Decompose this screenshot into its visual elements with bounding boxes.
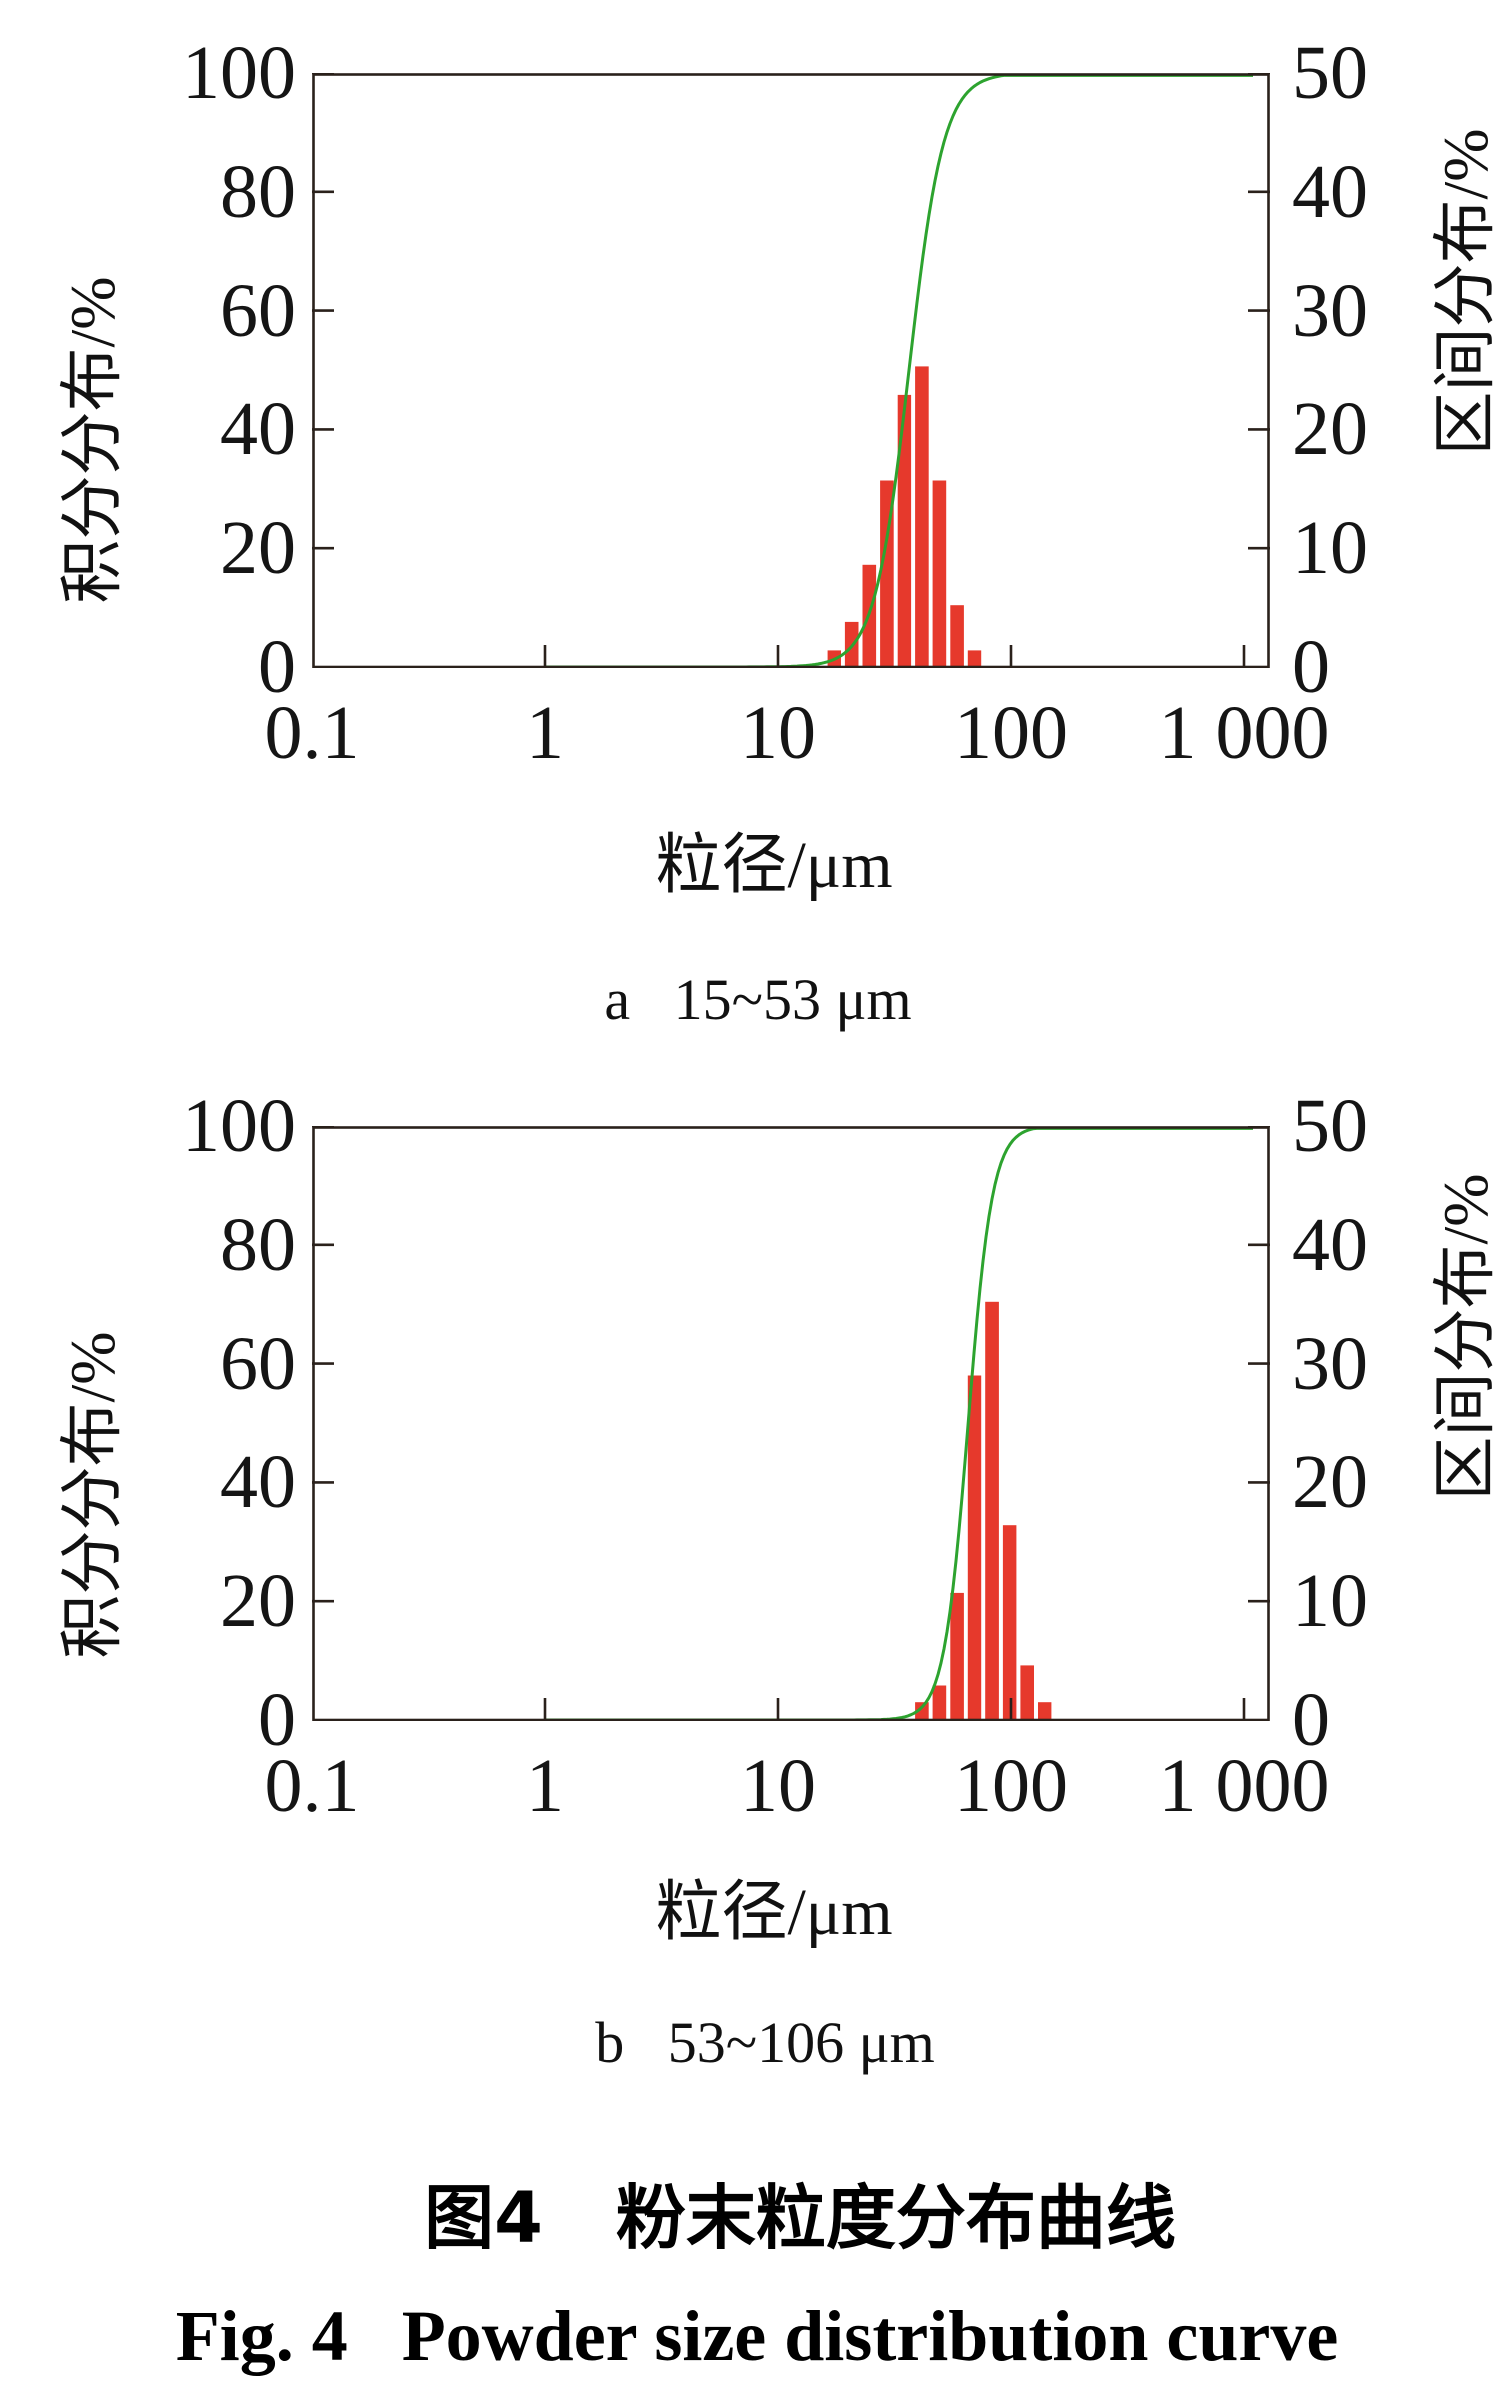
axis-box: [312, 1126, 1270, 1721]
histogram-bar: [967, 650, 982, 667]
x-axis-tick-label: 100: [954, 691, 1068, 775]
y-left-tick-label: 40: [220, 1440, 296, 1525]
histogram-bar: [880, 480, 894, 667]
y-left-tick-label: 20: [220, 1559, 296, 1644]
x-axis-tick-label: 0.1: [264, 1744, 360, 1828]
y-right-tick-label: 10: [1292, 506, 1368, 591]
y-right-tick-label: 50: [1292, 31, 1368, 115]
x-axis-tick-label: 10: [740, 1744, 816, 1828]
y-left-tick-label: 0: [258, 1678, 296, 1762]
histogram-bar: [932, 480, 947, 667]
y-left-tick-label: 100: [182, 31, 296, 115]
cumulative-curve: [545, 1126, 1253, 1721]
y-left-tick-label: 100: [182, 1084, 296, 1168]
figure-caption-english: Fig. 4 Powder size distribution curve: [175, 2296, 1339, 2376]
x-axis-tick-label: 10: [740, 691, 816, 775]
histogram-bar: [950, 1592, 964, 1720]
histogram-bar: [950, 605, 964, 667]
y-right-tick-label: 40: [1292, 149, 1368, 234]
y-right-tick-label: 0: [1292, 625, 1330, 709]
x-axis-tick-label: 1: [526, 691, 564, 775]
x-axis-tick-label: 1 000: [1158, 691, 1330, 775]
axis-box: [312, 73, 1270, 668]
x-axis-tick-label: 1: [526, 1744, 564, 1828]
histogram-bar: [915, 1702, 929, 1720]
y-right-tick-label: 0: [1292, 1678, 1330, 1762]
y-left-tick-label: 80: [220, 1202, 296, 1287]
x-axis-tick-label: 100: [954, 1744, 1068, 1828]
y-right-tick-label: 40: [1292, 1202, 1368, 1287]
y-right-tick-label: 30: [1292, 1321, 1368, 1406]
y-left-tick-label: 20: [220, 506, 296, 591]
y-left-tick-label: 0: [258, 625, 296, 709]
y-right-tick-label: 20: [1292, 1440, 1368, 1525]
y-right-tick-label: 20: [1292, 387, 1368, 472]
y-right-tick-label: 10: [1292, 1559, 1368, 1644]
x-axis-label-chart-a: 粒径/μm: [655, 829, 893, 902]
y-right-tick-label: 30: [1292, 268, 1368, 353]
histogram-bar: [915, 366, 929, 667]
y-left-tick-label: 40: [220, 387, 296, 472]
histogram-bar: [985, 1301, 999, 1720]
plot-area-chart-a: [312, 73, 1270, 668]
y-right-tick-label: 50: [1292, 1084, 1368, 1168]
histogram-bar: [932, 1685, 947, 1720]
x-axis-label-chart-b: 粒径/μm: [655, 1876, 893, 1949]
x-axis-tick-label: 1 000: [1158, 1744, 1330, 1828]
y-left-tick-label: 60: [220, 268, 296, 353]
histogram-bar: [1020, 1665, 1034, 1720]
plot-area-chart-b: [312, 1126, 1270, 1721]
subtitle-chart-a: a 15~53 μm: [604, 967, 912, 1032]
y-left-tick-label: 80: [220, 149, 296, 234]
histogram-bar: [1002, 1525, 1017, 1720]
histogram-bar: [897, 394, 912, 667]
y-left-tick-label: 60: [220, 1321, 296, 1406]
histogram-bar: [1038, 1702, 1052, 1720]
subtitle-chart-b: b 53~106 μm: [595, 2010, 935, 2075]
histogram-bar: [967, 1375, 982, 1720]
x-axis-tick-label: 0.1: [264, 691, 360, 775]
figure-caption-chinese: 图4 粉末粒度分布曲线: [424, 2177, 1176, 2259]
